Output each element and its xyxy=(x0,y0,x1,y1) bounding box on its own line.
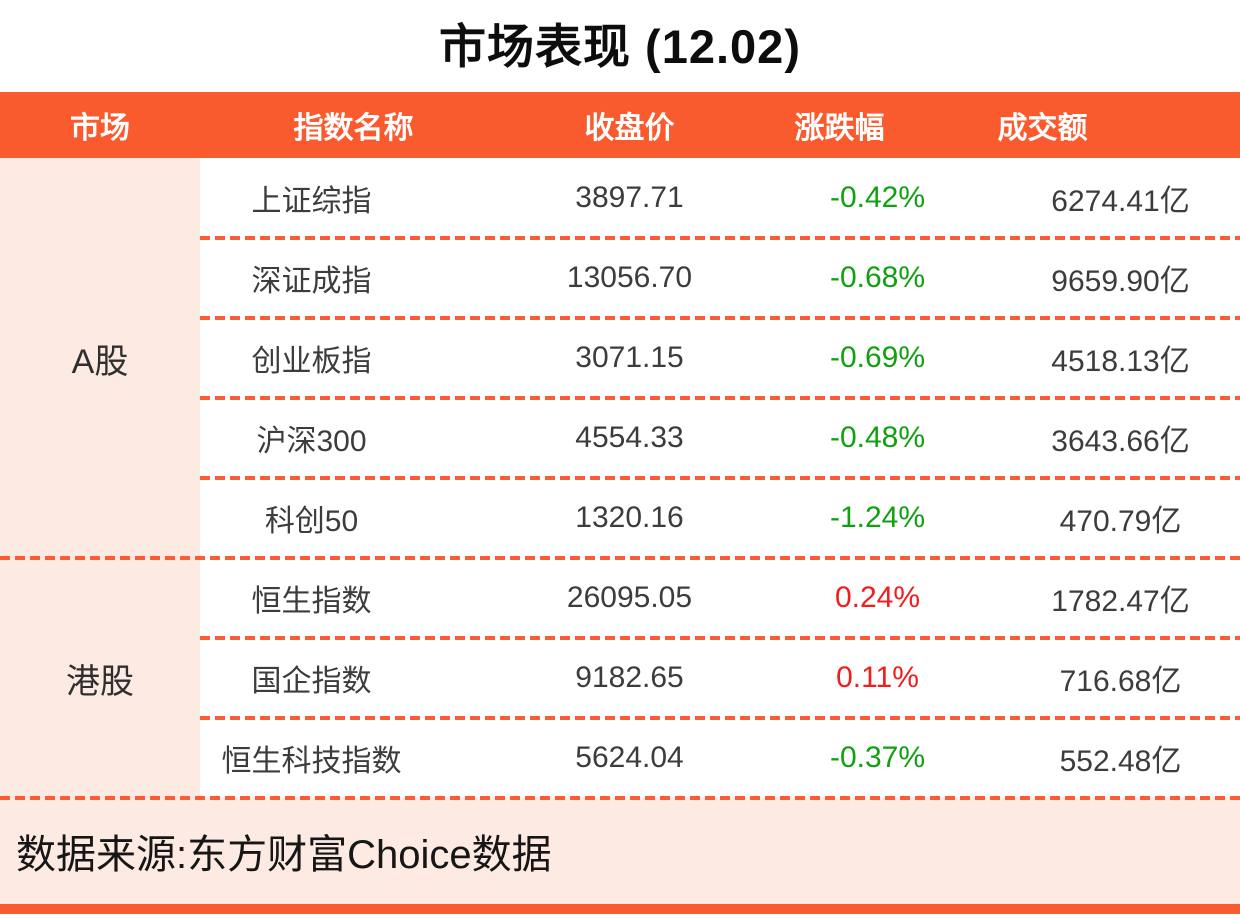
table-row: 创业板指 3071.15 -0.69% 4518.13亿 xyxy=(200,316,1240,398)
change-percent: -0.48% xyxy=(829,421,926,454)
table-header-row: 市场 指数名称 收盘价 涨跌幅 成交额 xyxy=(0,92,1240,158)
turnover: 9659.90亿 xyxy=(1051,265,1190,298)
close-price: 9182.65 xyxy=(575,661,684,694)
bottom-accent-bar xyxy=(0,904,1240,914)
close-price: 5624.04 xyxy=(575,741,684,774)
change-percent: 0.11% xyxy=(836,661,919,694)
change-percent: -0.42% xyxy=(829,181,926,214)
index-name: 恒生科技指数 xyxy=(221,745,402,778)
change-percent: 0.24% xyxy=(834,581,921,614)
table-row: 沪深300 4554.33 -0.48% 3643.66亿 xyxy=(200,396,1240,478)
column-header-market: 市场 xyxy=(70,112,130,145)
footer-separator xyxy=(0,796,1240,800)
table-row: 深证成指 13056.70 -0.68% 9659.90亿 xyxy=(200,236,1240,318)
table-row: 科创50 1320.16 -1.24% 470.79亿 xyxy=(200,476,1240,558)
column-header-close: 收盘价 xyxy=(584,112,675,145)
close-price: 26095.05 xyxy=(566,581,693,614)
close-price: 13056.70 xyxy=(566,261,693,294)
turnover: 552.48亿 xyxy=(1059,745,1182,778)
group-rows: 恒生指数 26095.05 0.24% 1782.47亿 国企指数 9182.6… xyxy=(200,558,1240,798)
market-label-a-shares: A股 xyxy=(0,158,200,558)
close-price: 3071.15 xyxy=(575,341,684,374)
index-name: 深证成指 xyxy=(251,265,372,298)
title-area: 市场表现 (12.02) xyxy=(0,0,1240,92)
table-row: 恒生科技指数 5624.04 -0.37% 552.48亿 xyxy=(200,716,1240,798)
footer: 数据来源:东方财富Choice数据 xyxy=(0,798,1240,904)
data-source-text: 数据来源:东方财富Choice数据 xyxy=(16,833,552,877)
column-header-index-name: 指数名称 xyxy=(293,112,414,145)
table-row: 国企指数 9182.65 0.11% 716.68亿 xyxy=(200,636,1240,718)
change-percent: -0.69% xyxy=(829,341,926,374)
turnover: 470.79亿 xyxy=(1059,505,1182,538)
group-rows: 上证综指 3897.71 -0.42% 6274.41亿 深证成指 13056.… xyxy=(200,158,1240,558)
change-percent: -1.24% xyxy=(829,501,926,534)
close-price: 3897.71 xyxy=(575,181,684,214)
market-group-hk-shares: 港股 恒生指数 26095.05 0.24% 1782.47亿 国企指数 918… xyxy=(0,558,1240,798)
market-group-a-shares: A股 上证综指 3897.71 -0.42% 6274.41亿 深证成指 130… xyxy=(0,158,1240,558)
index-name: 上证综指 xyxy=(251,185,372,218)
index-name: 国企指数 xyxy=(251,665,372,698)
index-name: 沪深300 xyxy=(256,425,367,458)
market-label-hk-shares: 港股 xyxy=(0,558,200,798)
page-title: 市场表现 (12.02) xyxy=(439,20,801,73)
turnover: 716.68亿 xyxy=(1059,665,1182,698)
group-separator xyxy=(0,556,1240,560)
table-row: 上证综指 3897.71 -0.42% 6274.41亿 xyxy=(200,158,1240,238)
index-name: 恒生指数 xyxy=(251,585,372,618)
change-percent: -0.37% xyxy=(829,741,926,774)
column-header-turnover: 成交额 xyxy=(997,112,1088,145)
index-name: 科创50 xyxy=(264,505,359,538)
table-row: 恒生指数 26095.05 0.24% 1782.47亿 xyxy=(200,558,1240,638)
close-price: 4554.33 xyxy=(575,421,684,454)
turnover: 4518.13亿 xyxy=(1051,345,1190,378)
column-header-change: 涨跌幅 xyxy=(794,112,885,145)
turnover: 6274.41亿 xyxy=(1051,185,1190,218)
turnover: 1782.47亿 xyxy=(1051,585,1190,618)
change-percent: -0.68% xyxy=(829,261,926,294)
close-price: 1320.16 xyxy=(575,501,684,534)
index-name: 创业板指 xyxy=(251,345,372,378)
turnover: 3643.66亿 xyxy=(1051,425,1190,458)
